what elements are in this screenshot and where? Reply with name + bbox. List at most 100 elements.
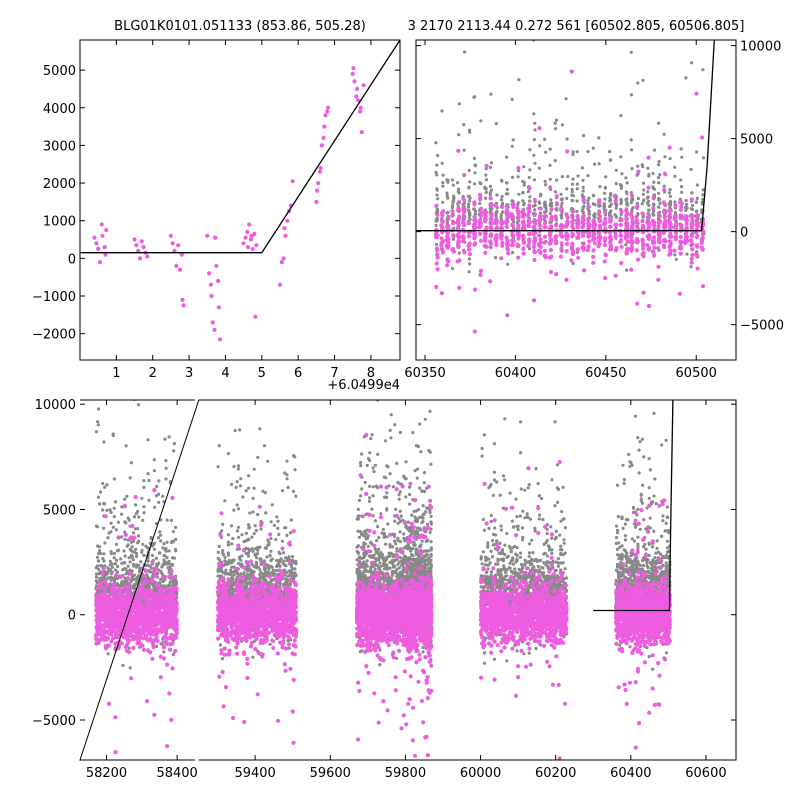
data-point: [394, 507, 398, 511]
data-point: [249, 568, 253, 573]
data-point: [205, 233, 210, 238]
data-point: [641, 215, 645, 219]
data-point: [398, 509, 402, 513]
data-point: [217, 544, 221, 549]
data-point: [668, 203, 672, 207]
data-point: [533, 161, 537, 165]
data-point: [444, 229, 449, 234]
data-point: [168, 565, 172, 569]
data-point: [434, 284, 439, 290]
data-point: [629, 50, 633, 54]
data-point: [554, 223, 559, 228]
data-point: [145, 573, 149, 577]
data-point: [457, 200, 462, 205]
data-point: [467, 247, 472, 252]
data-point: [140, 548, 144, 553]
data-point: [640, 219, 645, 224]
data-point: [434, 141, 438, 145]
data-point: [113, 500, 118, 504]
data-point: [171, 652, 176, 657]
data-point: [164, 547, 168, 551]
panel-top-left: 1 2 3 4 5 6 7 8−2000−1000010002000300040005000+…: [32, 39, 401, 393]
data-point: [505, 155, 509, 159]
data-point: [694, 200, 699, 204]
data-point: [137, 403, 141, 407]
data-point: [484, 187, 488, 191]
data-point: [647, 174, 651, 178]
data-point: [499, 221, 504, 226]
data-point: [527, 203, 532, 208]
data-point: [673, 203, 678, 208]
data-point: [531, 298, 537, 303]
data-point: [656, 212, 662, 218]
data-point: [630, 148, 634, 152]
data-point: [109, 578, 113, 583]
data-point: [657, 163, 661, 167]
data-point: [533, 128, 537, 132]
data-point: [510, 144, 514, 148]
data-point: [161, 563, 165, 567]
data-point: [456, 244, 461, 250]
data-point: [377, 536, 381, 540]
data-point: [378, 663, 382, 667]
data-point: [500, 179, 504, 183]
data-point: [501, 210, 505, 214]
data-point: [277, 532, 281, 537]
data-point: [657, 191, 661, 195]
data-point: [488, 245, 493, 250]
y-tick-label: −5000: [740, 319, 784, 334]
data-point: [126, 543, 130, 547]
data-point: [169, 572, 174, 576]
data-point: [234, 485, 238, 489]
data-point: [373, 557, 378, 561]
data-point: [668, 248, 673, 253]
data-point: [128, 547, 132, 551]
data-point: [368, 451, 372, 455]
data-point: [392, 539, 397, 543]
data-point: [272, 523, 276, 528]
data-point: [695, 266, 700, 271]
data-point: [120, 505, 124, 509]
data-point: [457, 133, 461, 137]
data-point: [247, 474, 251, 478]
data-point: [673, 200, 677, 204]
data-point: [511, 218, 515, 222]
data-point: [372, 470, 376, 474]
data-point: [174, 263, 179, 268]
data-point: [462, 148, 466, 152]
data-point: [467, 202, 471, 206]
data-point: [370, 507, 374, 511]
data-point: [646, 185, 651, 190]
data-point: [505, 246, 510, 251]
data-point: [647, 203, 651, 207]
data-point: [565, 149, 570, 154]
data-point: [252, 486, 256, 490]
data-point: [361, 571, 365, 575]
data-point: [662, 184, 666, 188]
data-point: [467, 194, 471, 198]
data-point: [478, 238, 483, 243]
data-point: [581, 233, 586, 238]
x-tick-label: 3: [185, 366, 193, 381]
data-point: [661, 222, 667, 227]
data-point: [109, 572, 113, 576]
data-point: [146, 576, 150, 580]
data-point: [259, 519, 263, 524]
data-point: [608, 212, 612, 216]
data-point: [597, 215, 603, 220]
data-point: [677, 291, 683, 296]
data-point: [253, 314, 258, 319]
data-point: [500, 240, 505, 245]
data-point: [528, 195, 532, 199]
data-point: [630, 221, 636, 226]
data-point: [138, 570, 142, 574]
data-point: [139, 560, 143, 564]
data-point: [251, 496, 255, 500]
data-point: [624, 243, 628, 247]
data-point: [117, 548, 121, 552]
data-point: [284, 556, 288, 560]
data-point: [559, 214, 564, 218]
data-point: [651, 206, 656, 211]
data-point: [436, 197, 440, 201]
